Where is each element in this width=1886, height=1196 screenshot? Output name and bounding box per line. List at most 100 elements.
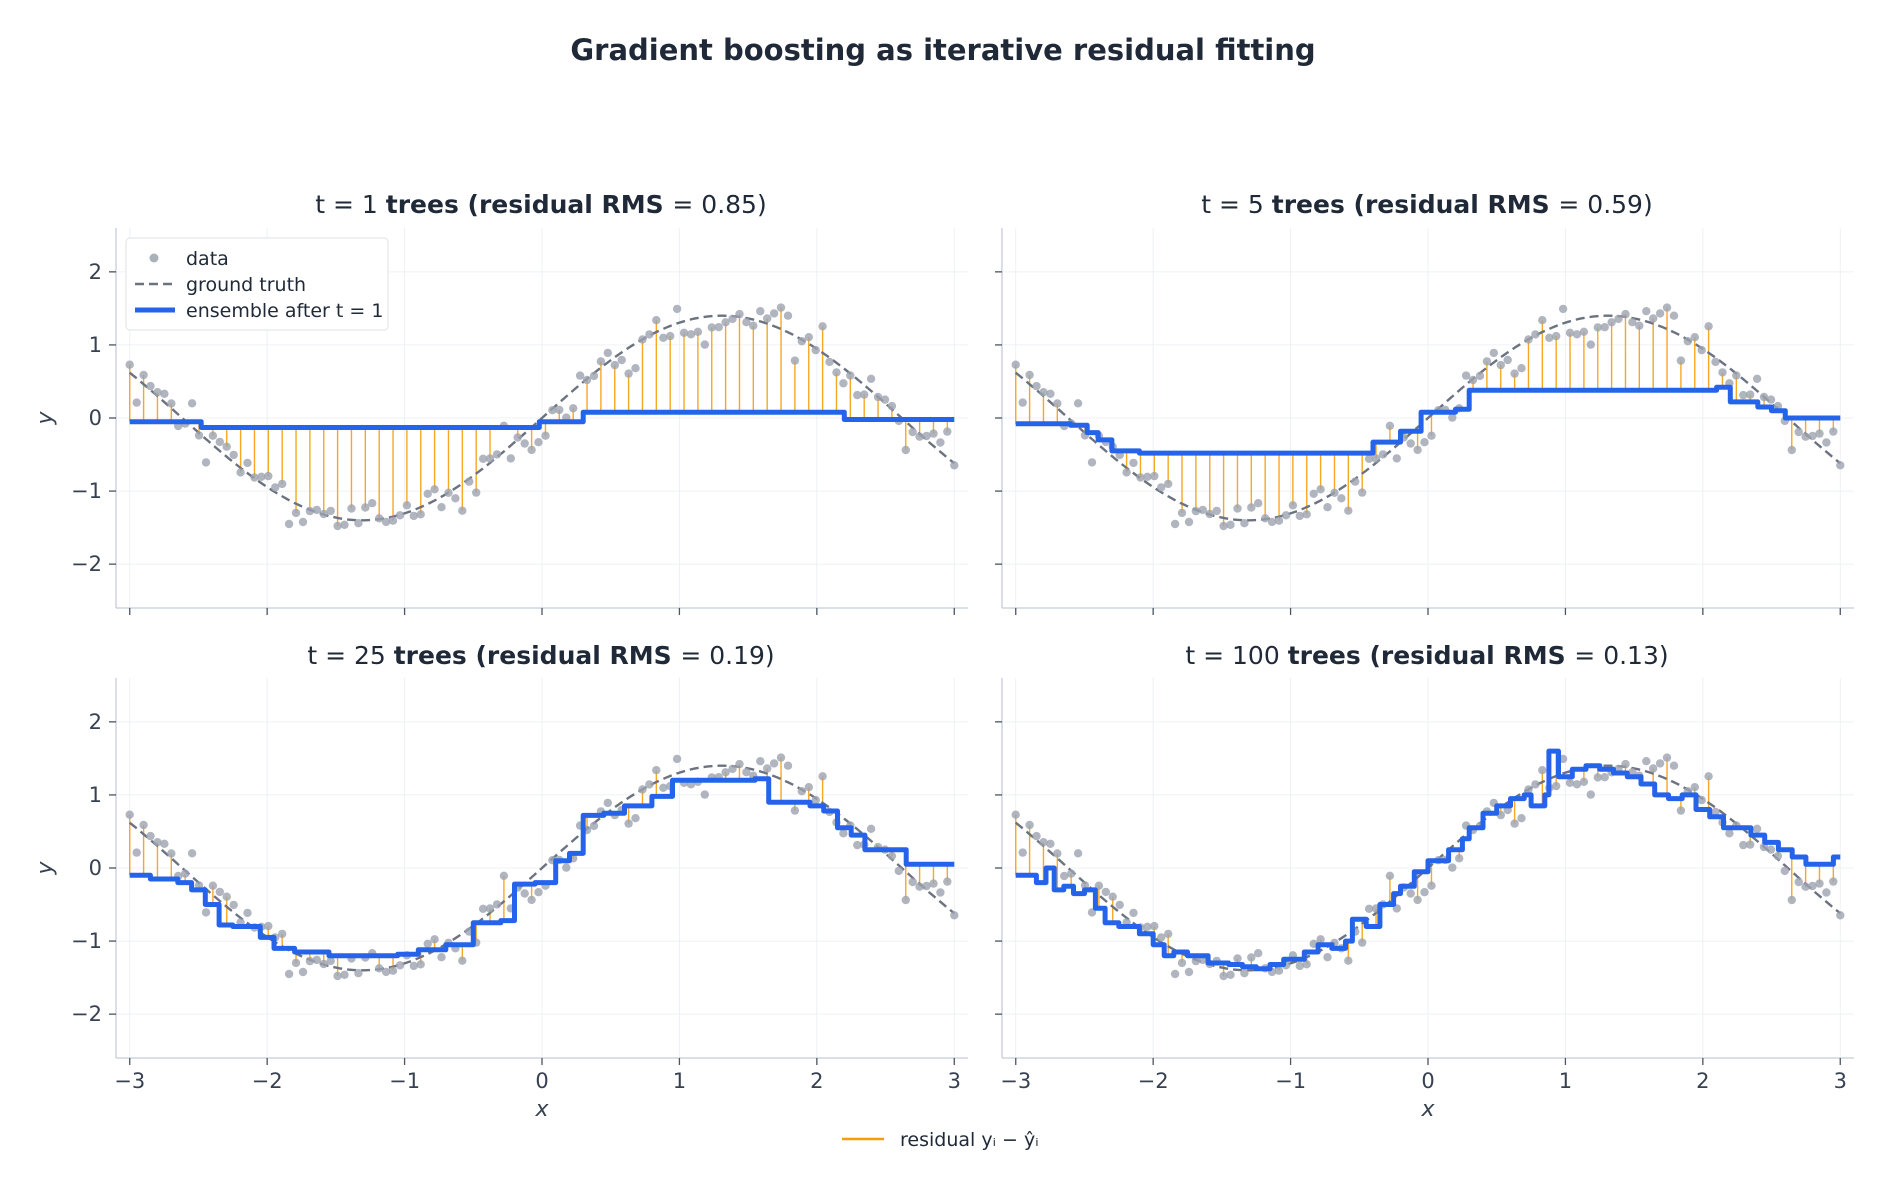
data-point (1642, 757, 1651, 766)
data-point (458, 506, 467, 515)
data-point (1739, 390, 1748, 400)
data-point (375, 514, 384, 523)
data-point (1600, 323, 1609, 332)
data-point (1330, 488, 1339, 497)
data-point (1247, 503, 1256, 512)
data-point (271, 483, 280, 492)
data-point (763, 764, 772, 773)
data-point (541, 431, 550, 440)
data-point (666, 331, 675, 341)
data-point (1198, 505, 1208, 515)
data-point (1552, 331, 1561, 341)
data-point (638, 335, 647, 344)
data-point (1378, 450, 1388, 459)
data-point (1732, 371, 1741, 380)
data-point (354, 969, 363, 978)
data-point (686, 330, 696, 339)
data-point (1039, 388, 1048, 397)
data-point (284, 519, 294, 529)
x-tick-label: 2 (1696, 1069, 1709, 1093)
x-tick-label: 0 (535, 1069, 548, 1093)
y-tick-label: 0 (89, 856, 102, 880)
data-point (250, 473, 259, 482)
data-point (1413, 445, 1422, 455)
data-point (506, 454, 515, 463)
ensemble-line (129, 776, 955, 959)
data-point (1170, 969, 1180, 979)
data-point (229, 450, 238, 460)
data-point (756, 307, 765, 316)
data-point (1822, 888, 1831, 897)
data-point (132, 398, 141, 407)
data-point (631, 814, 640, 823)
data-point (804, 333, 813, 342)
data-point (326, 506, 335, 516)
figure-title: Gradient boosting as iterative residual … (570, 33, 1315, 67)
data-point (368, 499, 377, 508)
data-point (645, 330, 654, 339)
data-point (520, 889, 529, 898)
data-point (312, 955, 321, 965)
data-point (1274, 966, 1284, 975)
data-point (1801, 432, 1810, 441)
data-point (139, 820, 148, 830)
x-tick-label: 3 (948, 1069, 961, 1093)
data-point (1642, 307, 1651, 316)
data-point (534, 438, 543, 447)
data-point (818, 772, 827, 781)
data-point (679, 328, 689, 337)
data-point (915, 882, 924, 891)
data-point (866, 374, 876, 383)
data-point (901, 445, 910, 455)
y-tick-label: 1 (89, 783, 102, 807)
data-point (672, 754, 682, 764)
data-point (1073, 849, 1083, 858)
data-point (839, 829, 848, 838)
data-point (922, 431, 931, 441)
data-point (1669, 311, 1679, 320)
data-point (1136, 473, 1145, 482)
data-point (742, 318, 751, 327)
data-point (284, 969, 294, 979)
data-point (742, 768, 751, 777)
data-point (1157, 483, 1166, 492)
data-point (326, 956, 335, 966)
data-point (936, 888, 945, 897)
data-point (1607, 318, 1616, 327)
y-tick-label: −1 (71, 929, 102, 953)
panel-title-prefix: t = 100 (1185, 641, 1287, 670)
data-point (340, 520, 349, 529)
data-point (1406, 889, 1415, 898)
data-point (492, 450, 502, 459)
data-point (589, 821, 599, 831)
data-point (1711, 357, 1720, 367)
data-point (1309, 489, 1318, 498)
panel-title-t5: t = 5 trees (residual RMS = 0.59) (1201, 190, 1652, 219)
data-point (728, 764, 737, 774)
data-point (776, 753, 786, 762)
panel-title-prefix: t = 25 (307, 641, 393, 670)
data-point (1351, 477, 1360, 486)
data-point (1489, 348, 1499, 358)
data-point (1240, 969, 1249, 978)
data-point (423, 489, 432, 498)
data-point (1274, 516, 1284, 525)
data-point (499, 871, 509, 880)
data-point (1704, 772, 1713, 781)
data-point (1254, 949, 1263, 958)
x-tick-label: −3 (114, 1069, 145, 1093)
data-point (458, 956, 467, 965)
data-point (416, 960, 425, 969)
footer-legend: residual yᵢ − ŷᵢ (842, 1129, 1039, 1151)
x-tick-label: 1 (1559, 1069, 1572, 1093)
data-point (853, 840, 862, 850)
data-point (1683, 337, 1693, 346)
ensemble-line (1015, 748, 1841, 972)
data-point (222, 892, 231, 901)
data-point (950, 911, 959, 920)
data-point (1752, 374, 1762, 383)
x-tick-label: −1 (389, 1069, 420, 1093)
data-point (749, 321, 758, 330)
data-point (416, 510, 425, 519)
data-point (125, 810, 134, 819)
